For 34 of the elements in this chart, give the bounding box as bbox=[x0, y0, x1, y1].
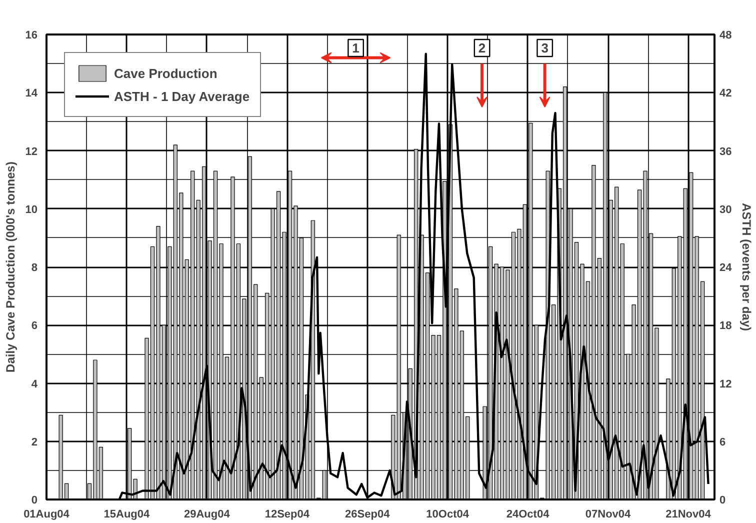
y2-tick-label: 30 bbox=[720, 204, 732, 216]
y-tick-label: 6 bbox=[31, 320, 38, 332]
y2-tick-label: 0 bbox=[720, 494, 726, 506]
y-tick-label: 14 bbox=[25, 88, 38, 100]
legend-label: Cave Production bbox=[114, 66, 218, 80]
y-tick-label: 4 bbox=[31, 378, 38, 390]
x-tick-label: 29Aug04 bbox=[184, 508, 231, 520]
y2-tick-label: 6 bbox=[720, 436, 726, 448]
y2-tick-label: 18 bbox=[720, 320, 732, 332]
y2-tick-label: 24 bbox=[720, 262, 733, 274]
x-tick-label: 24Oct04 bbox=[506, 508, 550, 520]
legend-label: ASTH - 1 Day Average bbox=[114, 88, 250, 104]
x-tick-label: 01Aug04 bbox=[24, 508, 70, 520]
annotation: 2 bbox=[478, 40, 486, 56]
y2-tick-label: 12 bbox=[720, 378, 732, 390]
x-tick-label: 10Oct04 bbox=[426, 508, 470, 520]
y-tick-label: 8 bbox=[31, 262, 38, 274]
y2-tick-label: 48 bbox=[720, 30, 732, 42]
y-axis-title: Daily Cave Production (000's tonnes) bbox=[3, 162, 18, 372]
y-tick-label: 0 bbox=[31, 494, 38, 506]
x-tick-label: 07Nov04 bbox=[585, 508, 632, 520]
y-tick-label: 10 bbox=[25, 204, 38, 216]
y-tick-label: 12 bbox=[25, 146, 38, 158]
annotation: 1 bbox=[352, 40, 360, 56]
y2-tick-label: 42 bbox=[720, 88, 732, 100]
y2-axis-title: ASTH (events per day) bbox=[740, 202, 754, 332]
annotation: 3 bbox=[541, 40, 548, 56]
y-tick-label: 16 bbox=[25, 30, 38, 42]
y-tick-label: 2 bbox=[31, 436, 38, 448]
x-tick-label: 21Nov04 bbox=[666, 508, 712, 520]
x-tick-label: 15Aug04 bbox=[104, 508, 151, 520]
x-tick-label: 12Sep04 bbox=[264, 508, 310, 520]
y2-tick-label: 36 bbox=[720, 146, 732, 158]
x-tick-label: 26Sep04 bbox=[345, 508, 391, 520]
